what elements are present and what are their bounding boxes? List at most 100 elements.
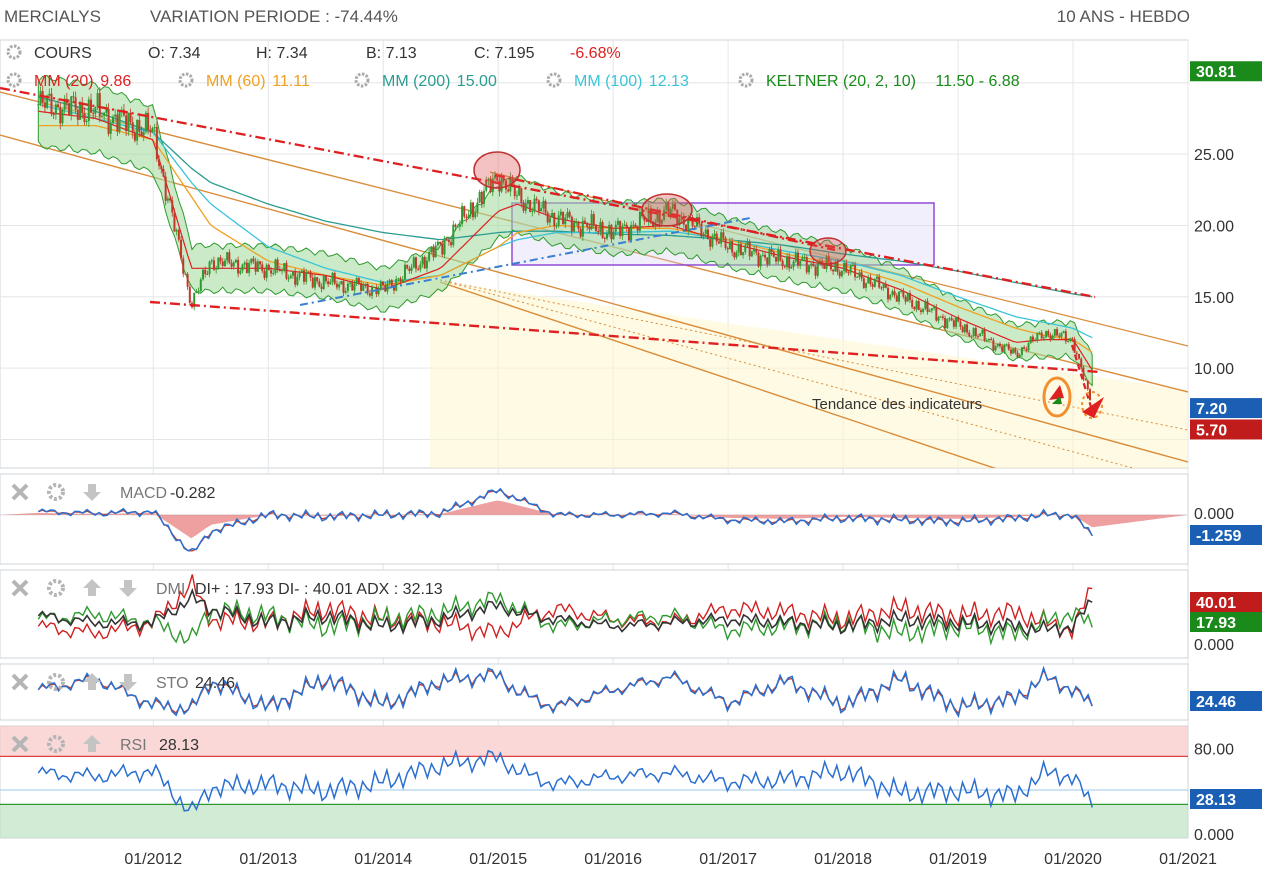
candle: [133, 129, 136, 143]
gear-icon[interactable]: [47, 735, 65, 753]
candle: [548, 213, 551, 227]
move-down-icon[interactable]: [119, 580, 137, 597]
overlay-legend-item[interactable]: MM (100) 12.13: [546, 72, 689, 90]
candle: [377, 286, 380, 297]
candle: [72, 91, 75, 101]
candle: [311, 274, 314, 289]
overlay-label: MM (100): [574, 73, 642, 90]
candle: [74, 91, 77, 114]
overlay-label: MM (60): [206, 73, 266, 90]
candle: [331, 271, 334, 286]
candle: [616, 217, 619, 227]
candle: [109, 120, 112, 140]
gear-icon[interactable]: [47, 673, 65, 691]
mm100-line: [38, 103, 1093, 339]
panel-name: STO: [156, 675, 189, 692]
candle: [1042, 335, 1045, 342]
candle: [285, 260, 288, 281]
candle: [140, 126, 143, 137]
indicator-arrow-small: [1052, 396, 1062, 404]
move-up-icon[interactable]: [83, 579, 101, 596]
x-tick-label: 01/2013: [239, 851, 297, 868]
candle: [474, 208, 477, 220]
x-tick-label: 01/2012: [124, 851, 182, 868]
gear-icon[interactable]: [546, 72, 562, 88]
candle: [1069, 337, 1072, 343]
candle: [232, 260, 235, 270]
move-down-icon[interactable]: [83, 484, 101, 501]
candle: [223, 258, 226, 268]
candlesticks: [37, 85, 1091, 401]
candle: [816, 261, 819, 278]
candle: [436, 239, 439, 250]
price-axis: 25.00 20.00 15.00 10.00 30.81 7.20 5.70: [1190, 61, 1262, 440]
overlay-label: MM (200): [382, 73, 450, 90]
candle: [274, 258, 277, 276]
overlay-label: KELTNER (20, 2, 10): [766, 73, 916, 90]
candle: [584, 217, 587, 224]
candle: [441, 240, 444, 258]
candle: [131, 116, 134, 139]
candle: [1012, 348, 1015, 354]
move-down-icon[interactable]: [119, 674, 137, 691]
candle: [1005, 343, 1008, 347]
price-tag: 5.70: [1190, 419, 1262, 440]
candle: [195, 288, 198, 294]
gear-icon[interactable]: [47, 579, 65, 597]
candle: [237, 256, 240, 278]
candle: [390, 278, 393, 288]
gear-icon[interactable]: [738, 72, 754, 88]
candle: [469, 199, 472, 219]
gear-icon[interactable]: [354, 72, 370, 88]
candle: [720, 228, 723, 248]
candle: [199, 277, 202, 294]
candle: [100, 112, 103, 118]
channel-line-mid2: [439, 279, 1135, 468]
candle: [827, 252, 830, 265]
candle: [245, 259, 248, 274]
gear-icon[interactable]: [47, 483, 65, 501]
candle: [608, 221, 611, 238]
candle: [636, 225, 639, 235]
candle: [406, 264, 409, 270]
overlay-legend-item[interactable]: MM (200) 15.00: [354, 72, 497, 90]
candle: [801, 255, 804, 262]
x-tick-label: 01/2021: [1159, 851, 1217, 868]
candle: [248, 260, 251, 277]
candle: [489, 176, 492, 194]
x-tick-label: 01/2014: [354, 851, 412, 868]
candle: [151, 126, 154, 133]
candle: [700, 222, 703, 239]
candle: [685, 224, 688, 233]
candle: [281, 267, 284, 275]
gear-icon[interactable]: [178, 72, 194, 88]
candle: [155, 121, 158, 162]
candle: [476, 197, 479, 217]
candle: [829, 258, 832, 272]
candle: [454, 223, 457, 231]
candle: [531, 207, 534, 217]
candle: [382, 281, 385, 289]
overlay-value: 15.00: [457, 73, 497, 90]
candle: [175, 228, 178, 236]
candle: [186, 272, 189, 290]
overlay-legend-item[interactable]: KELTNER (20, 2, 10) 11.50 - 6.88: [738, 72, 1020, 90]
close-icon[interactable]: [11, 483, 29, 501]
candle: [300, 269, 303, 273]
close-icon[interactable]: [11, 579, 29, 597]
candle: [882, 282, 885, 291]
overlay-legend-item[interactable]: MM (20) 9.86: [6, 72, 131, 90]
panel-rsi: 80.00 0.000 28.13 RSI 28.13: [0, 725, 1262, 844]
candle: [915, 299, 918, 313]
overlay-legend-item[interactable]: MM (60) 11.11: [178, 72, 310, 90]
gear-icon[interactable]: [6, 72, 22, 88]
close-icon[interactable]: [11, 673, 29, 691]
candle: [981, 328, 984, 337]
move-up-icon[interactable]: [83, 735, 101, 752]
gear-icon[interactable]: [6, 44, 22, 60]
candle: [1071, 337, 1074, 342]
move-up-icon[interactable]: [83, 673, 101, 690]
close-icon[interactable]: [11, 735, 29, 753]
candle: [630, 221, 633, 244]
